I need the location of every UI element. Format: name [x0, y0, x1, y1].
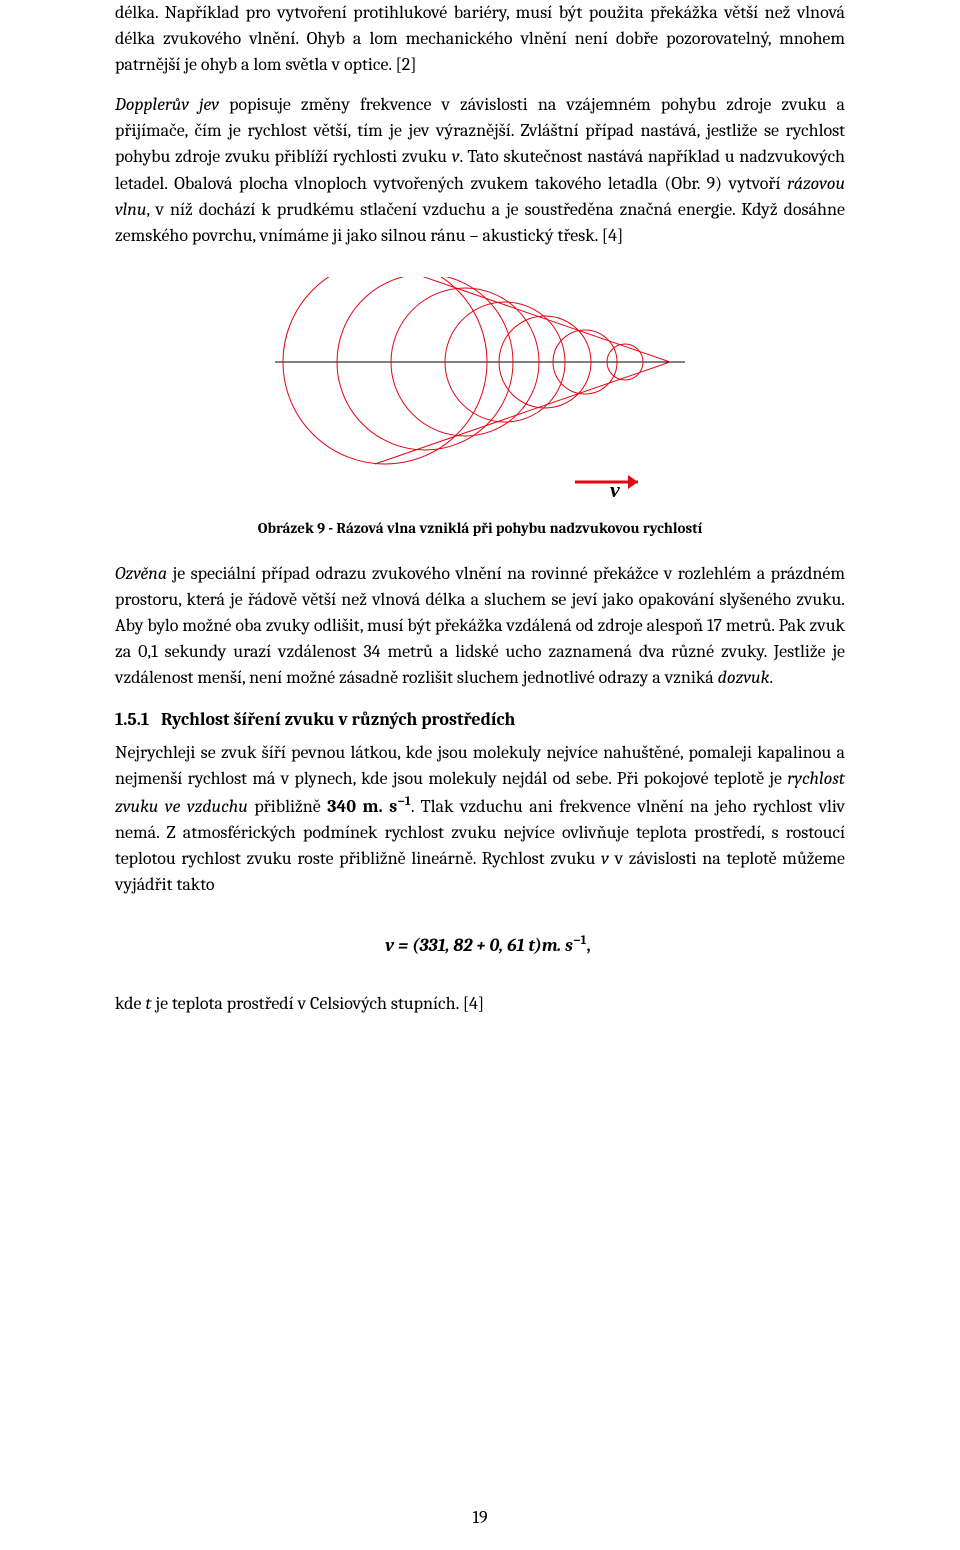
- para5-text-a: kde: [115, 993, 145, 1014]
- para3-text-b: .: [769, 667, 773, 688]
- shockwave-diagram: v: [270, 277, 690, 497]
- reverb-term: dozvuk: [718, 667, 770, 688]
- figure-9: v: [115, 277, 845, 501]
- eq-lhs: v = (331, 82 + 0, 61 t)m. s: [385, 935, 573, 956]
- page: délka. Například pro vytvoření protihluk…: [0, 0, 960, 1550]
- para5-text-b: je teplota prostředí v Celsiových stupní…: [152, 993, 485, 1014]
- echo-term: Ozvěna: [115, 563, 167, 584]
- para4-text-b: přibližně: [248, 796, 328, 817]
- paragraph-4: Nejrychleji se zvuk šíří pevnou látkou, …: [115, 740, 845, 898]
- doppler-term: Dopplerův jev: [115, 94, 219, 115]
- paragraph-1: délka. Například pro vytvoření protihluk…: [115, 0, 845, 78]
- svg-text:v: v: [610, 477, 620, 497]
- section-title: Rychlost šíření zvuku v různých prostřed…: [161, 709, 515, 730]
- para4-text-a: Nejrychleji se zvuk šíří pevnou látkou, …: [115, 742, 845, 789]
- para2-text-c: , v níž dochází k prudkému stlačení vzdu…: [115, 199, 845, 246]
- paragraph-2: Dopplerův jev popisuje změny frekvence v…: [115, 92, 845, 249]
- variable-v-inline-2: v: [601, 848, 609, 869]
- section-number: 1.5.1: [115, 709, 149, 730]
- speed-value: 340 m. s−1: [327, 796, 411, 817]
- figure-9-caption: Obrázek 9 - Rázová vlna vzniklá při pohy…: [115, 519, 845, 537]
- equation-speed: v = (331, 82 + 0, 61 t)m. s−1,: [115, 912, 845, 977]
- paragraph-3: Ozvěna je speciální případ odrazu zvukov…: [115, 561, 845, 691]
- paragraph-5: kde t je teplota prostředí v Celsiových …: [115, 991, 845, 1017]
- speed-value-base: 340 m. s: [327, 796, 397, 817]
- page-number: 19: [0, 1507, 960, 1528]
- speed-value-exp: −1: [397, 794, 411, 809]
- eq-tail: ,: [586, 935, 590, 956]
- eq-exp: −1: [573, 933, 587, 948]
- section-heading-1-5-1: 1.5.1 Rychlost šíření zvuku v různých pr…: [115, 709, 845, 730]
